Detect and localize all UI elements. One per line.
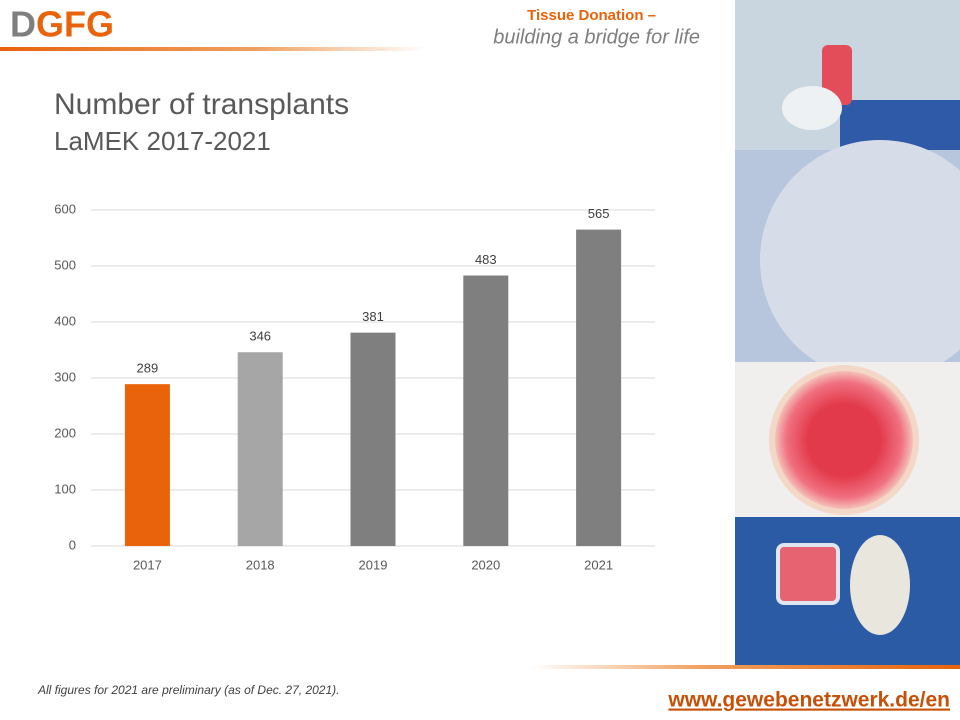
bar [124, 384, 170, 546]
bar [350, 332, 396, 546]
x-tick-label: 2017 [133, 557, 162, 572]
chart-subtitle: LaMEK 2017-2021 [54, 126, 271, 156]
y-tick-label: 100 [54, 481, 76, 496]
plot: 0 100 200 300 400 500 600 2017 289 2018 346 2019 381… [54, 201, 655, 572]
x-tick-label: 2019 [359, 557, 388, 572]
photo-detail [840, 100, 960, 150]
header-line [0, 47, 425, 51]
logo: DGFG [10, 4, 114, 45]
x-tick-label: 2018 [246, 557, 275, 572]
photo-detail [782, 86, 842, 130]
data-label: 346 [249, 329, 271, 344]
bar [576, 229, 622, 546]
photo-detail [769, 365, 919, 515]
photo-detail [850, 535, 910, 635]
tagline-title: Tissue Donation – [527, 7, 656, 24]
photo-column [735, 0, 960, 667]
data-label: 381 [362, 309, 384, 324]
y-tick-label: 600 [54, 201, 76, 216]
data-label: 565 [588, 206, 610, 221]
y-tick-label: 0 [69, 537, 76, 552]
footnote: All figures for 2021 are preliminary (as… [37, 683, 339, 697]
data-label: 289 [137, 361, 159, 376]
y-tick-label: 500 [54, 257, 76, 272]
y-tick-label: 400 [54, 313, 76, 328]
footer-line [530, 665, 960, 669]
photo-detail [776, 543, 840, 605]
photo-detail [822, 45, 852, 105]
y-tick-label: 300 [54, 369, 76, 384]
chart-title: Number of transplants [54, 88, 349, 121]
photo-detail [760, 140, 960, 380]
url-link[interactable]: www.gewebenetzwerk.de/en [667, 689, 950, 712]
bar [463, 275, 509, 546]
x-tick-label: 2020 [471, 557, 500, 572]
data-label: 483 [475, 252, 497, 267]
tagline: building a bridge for life [493, 26, 700, 48]
bar [237, 352, 283, 546]
x-tick-label: 2021 [584, 557, 613, 572]
y-tick-label: 200 [54, 425, 76, 440]
photo [735, 517, 960, 667]
